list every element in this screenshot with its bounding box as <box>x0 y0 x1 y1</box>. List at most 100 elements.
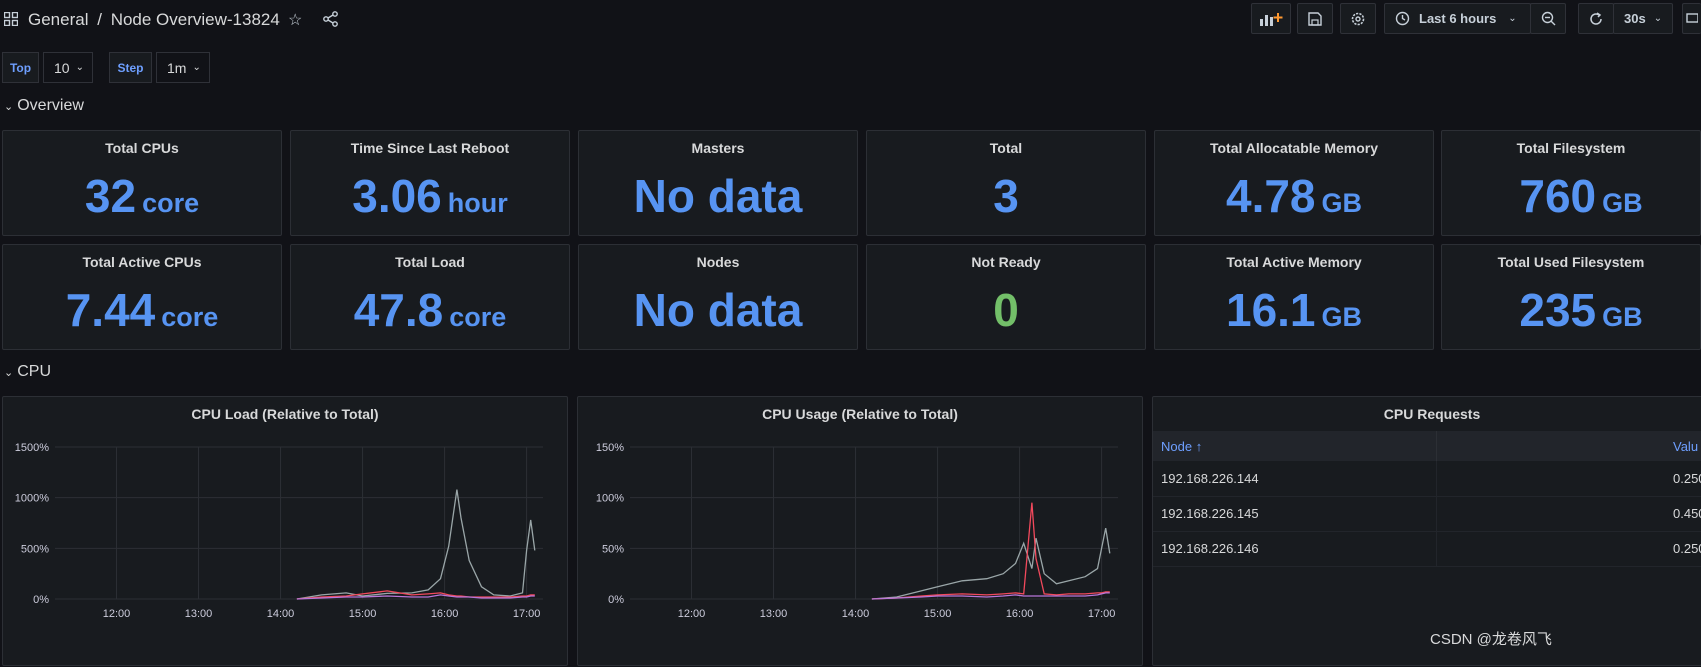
stat-value: No data <box>633 170 803 222</box>
x-tick-label: 12:00 <box>103 608 131 620</box>
stat-value-container: 760 GB <box>1442 169 1701 223</box>
variable-label-top: Top <box>2 52 39 83</box>
time-range-picker[interactable]: Last 6 hours ⌄ <box>1384 3 1531 34</box>
time-range-label: Last 6 hours <box>1419 11 1497 26</box>
table-row[interactable]: 192.168.226.144 0.250 <box>1153 461 1701 497</box>
clock-icon <box>1395 11 1410 26</box>
tv-mode-button[interactable] <box>1682 3 1701 34</box>
stat-title: Total Active Memory <box>1226 254 1362 270</box>
gear-icon <box>1351 12 1365 25</box>
stat-value-container: 235 GB <box>1442 283 1701 337</box>
refresh-button[interactable] <box>1578 3 1614 34</box>
variable-label-step: Step <box>109 52 152 83</box>
chevron-down-icon: ⌄ <box>75 62 84 73</box>
stat-value-container: 3 <box>867 169 1145 223</box>
cpu-usage-panel[interactable]: CPU Usage (Relative to Total) 0% 50% 100% 1… <box>577 396 1143 666</box>
stat-value-container: 3.06 hour <box>291 169 569 223</box>
refresh-icon <box>1590 11 1602 25</box>
stat-panel[interactable]: Total 3 <box>866 130 1146 236</box>
zoom-out-button[interactable] <box>1530 3 1566 34</box>
watermark: CSDN @龙卷风飞 <box>1430 631 1552 648</box>
dashboards-grid-icon[interactable] <box>4 12 18 26</box>
stat-unit: GB <box>1321 188 1363 218</box>
x-tick-label: 14:00 <box>842 608 870 620</box>
variable-select-step[interactable]: 1m ⌄ <box>156 52 210 83</box>
stat-title: Masters <box>691 140 745 156</box>
column-header-node[interactable]: Node ↑ <box>1161 439 1203 454</box>
stat-panel[interactable]: Total Used Filesystem 235 GB <box>1441 244 1701 350</box>
save-dashboard-button[interactable] <box>1297 3 1333 34</box>
stat-panel[interactable]: Total Active CPUs 7.44 core <box>2 244 282 350</box>
x-tick-label: 16:00 <box>431 608 459 620</box>
stat-panel[interactable]: Total Filesystem 760 GB <box>1441 130 1701 236</box>
refresh-interval-picker[interactable]: 30s ⌄ <box>1613 3 1673 34</box>
stat-value: 7.44 <box>65 284 156 336</box>
stat-panel[interactable]: Total Active Memory 16.1 GB <box>1154 244 1434 350</box>
y-tick-label: 150% <box>596 442 624 454</box>
stat-title: Nodes <box>696 254 740 270</box>
stat-value: 32 <box>84 170 137 222</box>
row-title-overview: Overview <box>17 97 84 114</box>
breadcrumb-folder[interactable]: General <box>28 10 89 29</box>
cell-node: 192.168.226.146 <box>1161 541 1259 556</box>
table-row[interactable]: 192.168.226.145 0.450 <box>1153 496 1701 532</box>
x-tick-label: 13:00 <box>760 608 788 620</box>
stat-value: No data <box>633 284 803 336</box>
stat-panel[interactable]: Total CPUs 32 core <box>2 130 282 236</box>
x-tick-label: 17:00 <box>1088 608 1116 620</box>
panel-title: CPU Requests <box>1383 406 1481 422</box>
stat-panel[interactable]: Masters No data <box>578 130 858 236</box>
stat-value: 47.8 <box>353 284 444 336</box>
stat-panel[interactable]: Total Allocatable Memory 4.78 GB <box>1154 130 1434 236</box>
cpu-load-panel[interactable]: CPU Load (Relative to Total) 0% 500% 1000%… <box>2 396 568 666</box>
dashboard-title[interactable]: Node Overview-13824 <box>110 10 280 29</box>
zoom-out-icon <box>1541 11 1555 26</box>
table-header: Node ↑ Valu <box>1153 431 1701 461</box>
share-icon[interactable] <box>323 11 339 27</box>
monitor-icon <box>1686 12 1698 23</box>
stat-title: Total Load <box>395 254 465 270</box>
row-overview[interactable]: ⌄ Overview <box>4 97 84 115</box>
cell-node: 192.168.226.145 <box>1161 506 1259 521</box>
stat-value: 235 <box>1519 284 1597 336</box>
stat-unit: GB <box>1602 302 1643 332</box>
cpu-load-chart: 0% 500% 1000% 1500% 12:00 13:00 14:00 15:00 16:0… <box>15 442 543 620</box>
y-tick-label: 0% <box>33 594 49 606</box>
chevron-down-icon: ⌄ <box>4 101 14 113</box>
dashboard-settings-button[interactable] <box>1340 3 1376 34</box>
variable-value-step: 1m <box>167 59 187 76</box>
stat-panel[interactable]: Nodes No data <box>578 244 858 350</box>
stat-value-container: 7.44 core <box>3 283 281 337</box>
cell-value: 0.250 <box>1673 471 1701 486</box>
series-line <box>296 489 536 600</box>
column-divider <box>1436 461 1437 496</box>
column-divider <box>1436 431 1437 461</box>
dashboard-header: General / Node Overview-13824 ☆ <box>0 0 1701 38</box>
column-header-value[interactable]: Valu <box>1673 439 1699 454</box>
stat-unit: core <box>161 302 219 332</box>
stat-title: Total CPUs <box>105 140 179 156</box>
stat-unit: hour <box>447 188 508 218</box>
table-row[interactable]: 192.168.226.146 0.250 <box>1153 531 1701 567</box>
x-tick-label: 13:00 <box>185 608 213 620</box>
stat-panel[interactable]: Time Since Last Reboot 3.06 hour <box>290 130 570 236</box>
save-icon <box>1308 11 1322 26</box>
row-cpu[interactable]: ⌄ CPU <box>4 363 51 381</box>
panel-title: CPU Usage (Relative to Total) <box>762 406 958 422</box>
stat-value: 3.06 <box>352 170 442 222</box>
cpu-requests-panel[interactable]: CPU Requests Node ↑ Valu 192.168.226.144… <box>1152 396 1701 666</box>
add-panel-button[interactable] <box>1251 3 1291 34</box>
stat-value: 0 <box>993 284 1019 336</box>
chevron-down-icon: ⌄ <box>4 367 14 379</box>
stat-unit: core <box>142 188 200 218</box>
series-line <box>871 592 1110 600</box>
stat-value-container: 16.1 GB <box>1155 283 1433 337</box>
stat-panel[interactable]: Not Ready 0 <box>866 244 1146 350</box>
star-icon[interactable]: ☆ <box>288 12 303 29</box>
cell-value: 0.450 <box>1673 506 1701 521</box>
variable-select-top[interactable]: 10 ⌄ <box>43 52 93 83</box>
stat-panel[interactable]: Total Load 47.8 core <box>290 244 570 350</box>
x-tick-label: 16:00 <box>1006 608 1034 620</box>
y-tick-label: 50% <box>602 543 624 555</box>
x-tick-label: 15:00 <box>924 608 952 620</box>
